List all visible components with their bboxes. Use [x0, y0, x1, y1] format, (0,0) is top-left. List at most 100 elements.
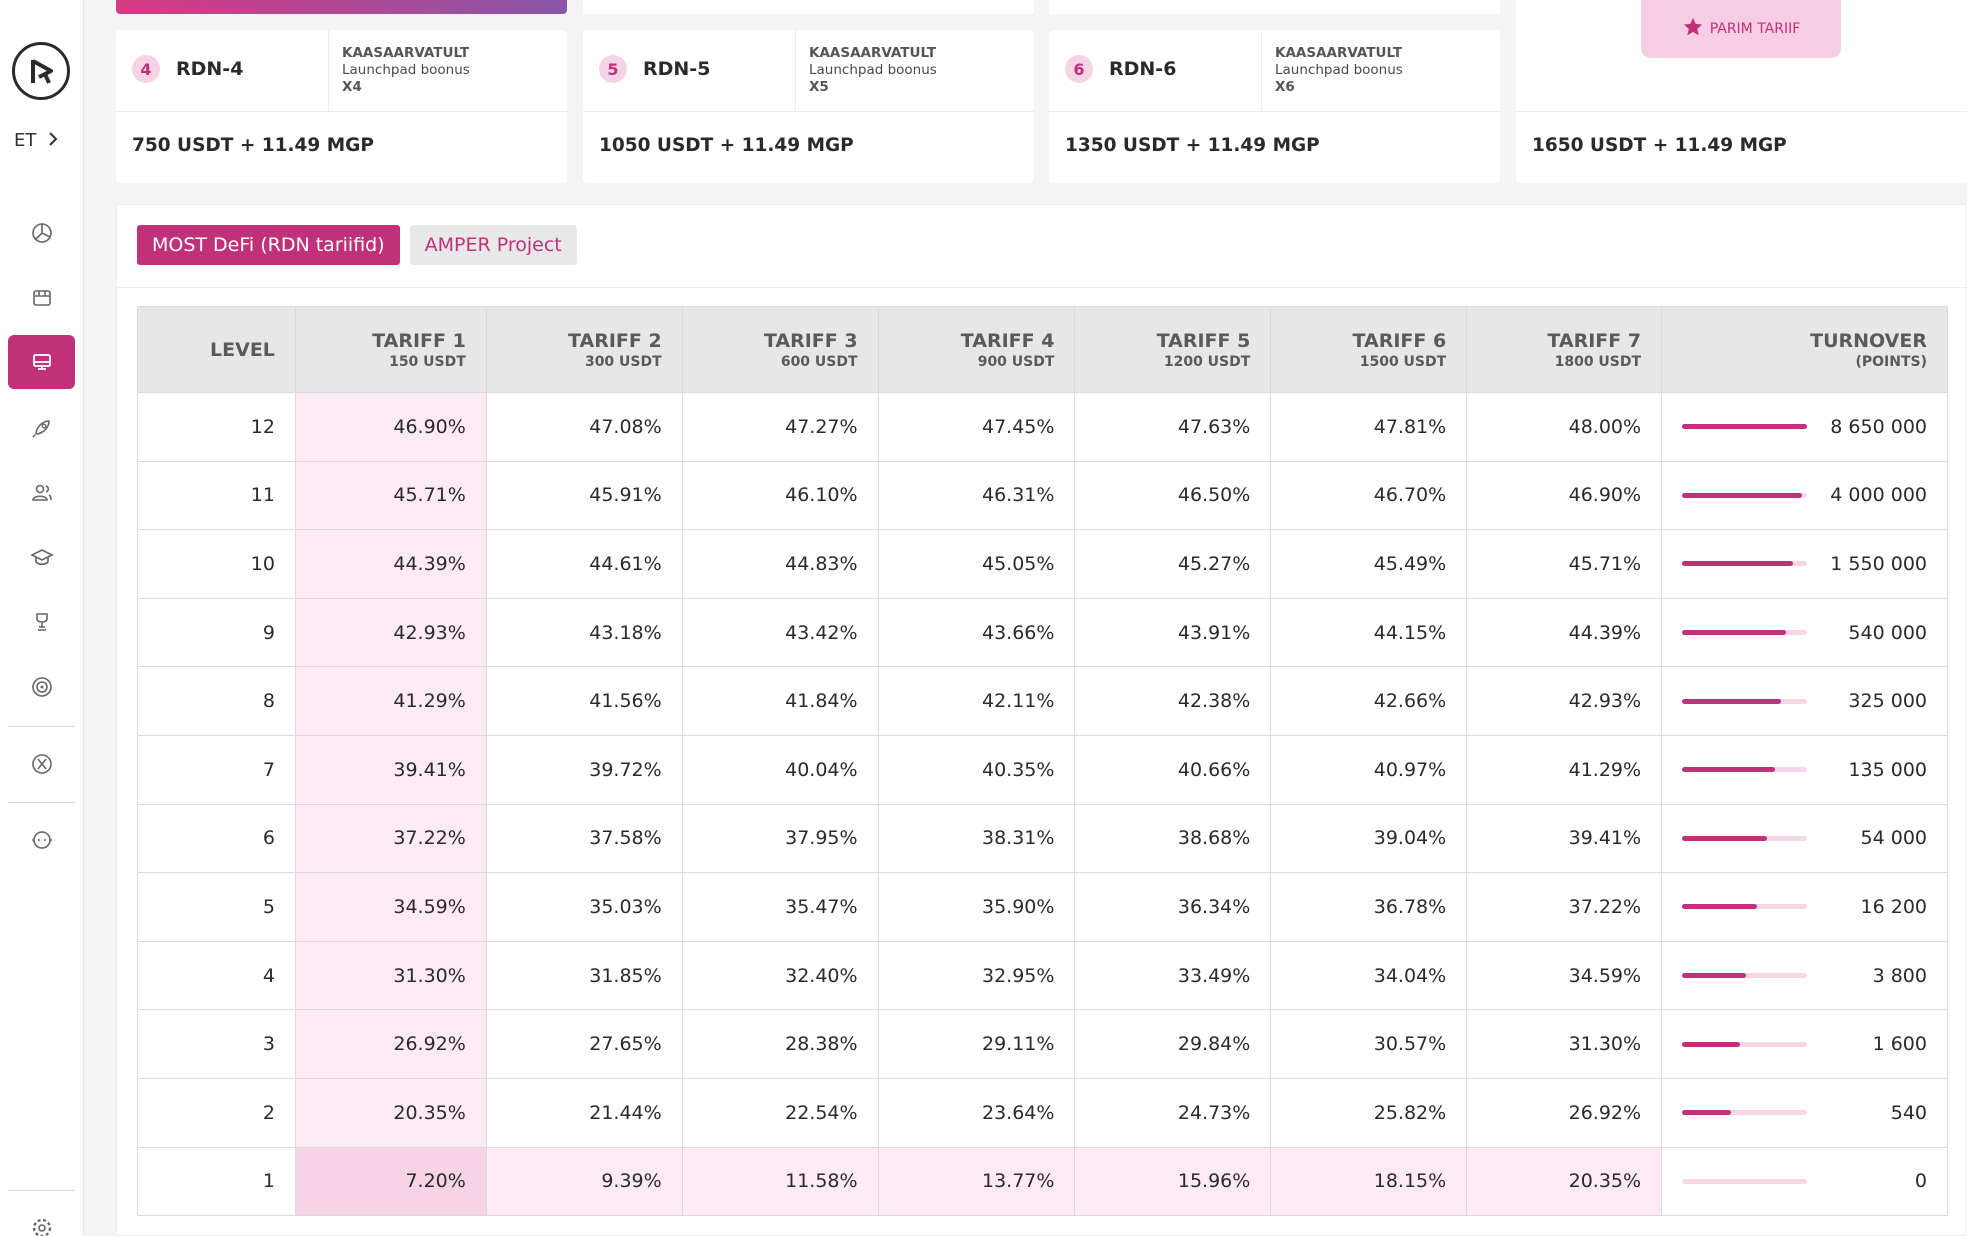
nav-launchpad[interactable]	[8, 401, 75, 455]
percent-cell: 31.30%	[294, 940, 487, 1011]
percent-cell: 39.72%	[485, 734, 683, 805]
percent-cell: 36.78%	[1270, 872, 1468, 942]
card-info-title: KAASAARVATULT	[809, 45, 937, 61]
percent-cell: 24.73%	[1074, 1077, 1272, 1148]
card-info-subtitle: Launchpad boonus	[342, 62, 470, 78]
percent-cell: 45.71%	[294, 460, 487, 531]
percent-cell: 39.41%	[294, 734, 487, 805]
percent-cell: 46.70%	[1270, 460, 1468, 531]
percent-cell: 47.63%	[1074, 392, 1272, 462]
card-number-badge: 6	[1065, 55, 1093, 83]
level-cell: 12	[137, 392, 296, 462]
nav-store[interactable]	[8, 271, 75, 325]
turnover-progress-fill	[1682, 424, 1808, 430]
tariff-header: TARIFF 2 300 USDT	[485, 306, 683, 393]
table-row: 4 31.30% 31.85% 32.40% 32.95% 33.49% 34.04% 34.…	[137, 940, 1948, 1011]
nav-team[interactable]	[8, 466, 75, 520]
percent-cell: 9.39%	[485, 1146, 683, 1217]
nav-x-social[interactable]	[8, 737, 75, 791]
table-row: 6 37.22% 37.58% 37.95% 38.31% 38.68% 39.04% 39.…	[137, 803, 1948, 874]
card-price: 750 USDT + 11.49 MGP	[132, 135, 374, 156]
turnover-progress-fill	[1682, 1110, 1731, 1116]
turnover-progress-bar	[1682, 1178, 1808, 1184]
nav-rewards[interactable]	[8, 595, 75, 649]
tab-amper-project[interactable]: AMPER Project	[409, 225, 577, 265]
card-name: RDN-5	[643, 58, 711, 80]
percent-cell: 43.66%	[877, 597, 1076, 668]
nav-academy[interactable]	[8, 530, 75, 584]
percent-cell: 34.04%	[1270, 940, 1468, 1011]
card-name: RDN-6	[1109, 58, 1177, 80]
star-icon	[1682, 16, 1704, 42]
turnover-progress-bar	[1682, 1041, 1808, 1047]
tariff-header: TARIFF 5 1200 USDT	[1074, 306, 1272, 393]
card-info-subtitle: Launchpad boonus	[809, 62, 937, 78]
card-top-strip	[1049, 0, 1500, 14]
turnover-progress-fill	[1682, 630, 1786, 636]
level-cell: 10	[137, 529, 296, 599]
turnover-cell: 3 800	[1661, 940, 1948, 1011]
app-logo[interactable]	[12, 42, 70, 100]
percent-cell: 31.30%	[1466, 1009, 1663, 1079]
support-chat-icon	[31, 831, 52, 849]
percent-cell: 39.04%	[1270, 803, 1468, 874]
percent-cell: 30.57%	[1270, 1009, 1468, 1079]
logo-icon	[31, 59, 53, 84]
nav-support[interactable]	[8, 813, 75, 867]
dashboard-chart-icon	[31, 223, 52, 243]
turnover-cell: 540	[1661, 1077, 1948, 1148]
level-cell: 4	[137, 940, 296, 1011]
turnover-progress-fill	[1682, 698, 1781, 704]
tariff-card-rdn-4[interactable]: 4 RDN-4 KAASAARVATULT Launchpad boonus X…	[116, 30, 567, 183]
percent-cell: 21.44%	[485, 1077, 683, 1148]
best-tariff-badge: PARIM TARIIF	[1641, 0, 1841, 58]
nav-dashboard[interactable]	[8, 206, 75, 260]
sidebar-divider	[8, 726, 75, 727]
turnover-progress-fill	[1682, 561, 1794, 567]
language-switcher[interactable]: ET	[14, 130, 58, 151]
percent-cell: 45.49%	[1270, 529, 1468, 599]
table-row: 11 45.71% 45.91% 46.10% 46.31% 46.50% 46.70% 46…	[137, 460, 1948, 531]
percent-cell: 45.27%	[1074, 529, 1272, 599]
tariff-card-rdn-6[interactable]: 6 RDN-6 KAASAARVATULT Launchpad boonus X…	[1049, 30, 1500, 183]
card-top-strip	[583, 0, 1034, 14]
card-info-multiplier: X4	[342, 79, 362, 95]
percent-cell: 37.22%	[294, 803, 487, 874]
nav-settings[interactable]	[8, 1200, 75, 1236]
percent-cell: 22.54%	[681, 1077, 879, 1148]
percent-cell: 48.00%	[1466, 392, 1663, 462]
percent-cell: 38.31%	[877, 803, 1076, 874]
nav-monitor[interactable]	[8, 335, 75, 389]
turnover-progress-fill	[1682, 904, 1758, 910]
table-row: 1 7.20% 9.39% 11.58% 13.77% 15.96% 18.15% 20.35…	[137, 1146, 1948, 1217]
turnover-progress-bar	[1682, 492, 1808, 498]
tariff-header: TARIFF 7 1800 USDT	[1466, 306, 1663, 393]
percent-cell: 40.04%	[681, 734, 879, 805]
turnover-value: 1 550 000	[1830, 552, 1927, 575]
percent-cell: 40.66%	[1074, 734, 1272, 805]
percent-cell: 39.41%	[1466, 803, 1663, 874]
card-info-subtitle: Launchpad boonus	[1275, 62, 1403, 78]
percent-cell: 42.93%	[294, 597, 487, 668]
percent-cell: 44.61%	[485, 529, 683, 599]
percent-cell: 37.58%	[485, 803, 683, 874]
percent-cell: 31.85%	[485, 940, 683, 1011]
best-tariff-label: PARIM TARIIF	[1709, 21, 1801, 37]
percent-cell: 35.90%	[877, 872, 1076, 942]
level-cell: 8	[137, 666, 296, 736]
tariff-header: TARIFF 1 150 USDT	[294, 306, 487, 393]
percent-cell: 45.05%	[877, 529, 1076, 599]
chevron-right-icon	[48, 130, 58, 151]
percent-cell: 20.35%	[294, 1077, 487, 1148]
percent-cell: 15.96%	[1074, 1146, 1272, 1217]
percent-cell: 37.95%	[681, 803, 879, 874]
turnover-cell: 0	[1661, 1146, 1948, 1217]
percent-cell: 45.91%	[485, 460, 683, 531]
sidebar: ET	[0, 0, 84, 1236]
percent-cell: 26.92%	[294, 1009, 487, 1079]
turnover-cell: 540 000	[1661, 597, 1948, 668]
x-logo-icon	[31, 754, 52, 774]
nav-goals[interactable]	[8, 660, 75, 714]
tariff-card-rdn-5[interactable]: 5 RDN-5 KAASAARVATULT Launchpad boonus X…	[583, 30, 1034, 183]
tab-most-defi[interactable]: MOST DeFi (RDN tariifid)	[137, 225, 400, 265]
